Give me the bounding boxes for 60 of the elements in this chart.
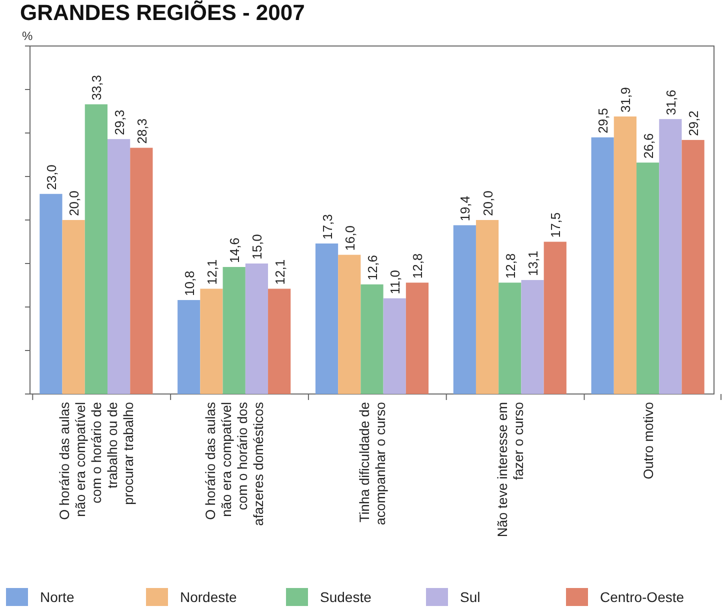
chart-title: GRANDES REGIÕES - 2007	[20, 0, 305, 25]
data-label: 13,1	[526, 250, 541, 276]
data-label: 31,6	[663, 90, 678, 116]
y-axis-title: %	[22, 29, 33, 43]
x-tick-label: Não teve interesse em fazer o curso	[494, 402, 526, 538]
bar	[108, 139, 130, 394]
data-label: 12,8	[502, 253, 518, 279]
bar	[498, 282, 522, 394]
bar	[84, 104, 108, 394]
data-label: 20,0	[480, 190, 496, 216]
data-label: 16,0	[342, 225, 358, 251]
bar	[200, 288, 223, 394]
bar	[130, 148, 153, 394]
x-tick-label: Outro motivo	[640, 402, 656, 480]
bar	[62, 220, 85, 394]
bar	[40, 194, 62, 394]
data-label: 17,5	[548, 212, 564, 238]
data-label: 29,5	[596, 108, 611, 134]
legend-label: Nordeste	[180, 589, 238, 605]
data-label: 29,2	[686, 110, 702, 136]
bar	[338, 254, 361, 394]
data-label: 17,3	[320, 214, 335, 240]
data-label: 14,6	[227, 238, 242, 263]
bar	[682, 140, 704, 394]
data-label: 19,4	[458, 196, 473, 222]
bar	[360, 284, 384, 394]
bar	[268, 288, 291, 394]
data-label: 12,6	[365, 255, 380, 280]
x-tick-label: O horário das aulas não era compatível com o horário de trabalho ou de procurar trabalho	[57, 402, 136, 520]
data-label: 10,8	[182, 270, 197, 296]
bar	[453, 225, 476, 394]
data-label: 23,0	[44, 164, 59, 190]
data-label: 12,1	[204, 259, 220, 285]
bar	[245, 264, 268, 394]
bar	[178, 300, 200, 394]
legend-label: Norte	[40, 589, 74, 605]
legend-label: Sudeste	[320, 589, 372, 605]
data-label: 31,9	[618, 87, 634, 112]
data-label: 20,0	[66, 190, 82, 216]
data-label: 33,3	[89, 74, 104, 100]
data-label: 12,1	[272, 259, 288, 285]
data-label: 29,3	[112, 110, 127, 136]
legend-label: Sul	[460, 589, 480, 605]
data-label: 12,8	[410, 253, 426, 279]
data-label: 26,6	[640, 133, 656, 159]
data-label: 15,0	[250, 234, 265, 260]
bar	[222, 266, 246, 394]
bar	[544, 242, 566, 394]
bar	[659, 119, 682, 394]
legend-label: Centro-Oeste	[600, 589, 684, 605]
bar	[315, 243, 338, 394]
data-label: 28,3	[134, 118, 150, 144]
bar	[614, 116, 636, 394]
bar	[476, 220, 499, 394]
data-label: 11,0	[388, 270, 403, 294]
bar	[521, 280, 544, 394]
bar	[406, 282, 429, 394]
bar	[591, 137, 614, 394]
bar	[636, 162, 660, 394]
bar	[383, 298, 406, 394]
